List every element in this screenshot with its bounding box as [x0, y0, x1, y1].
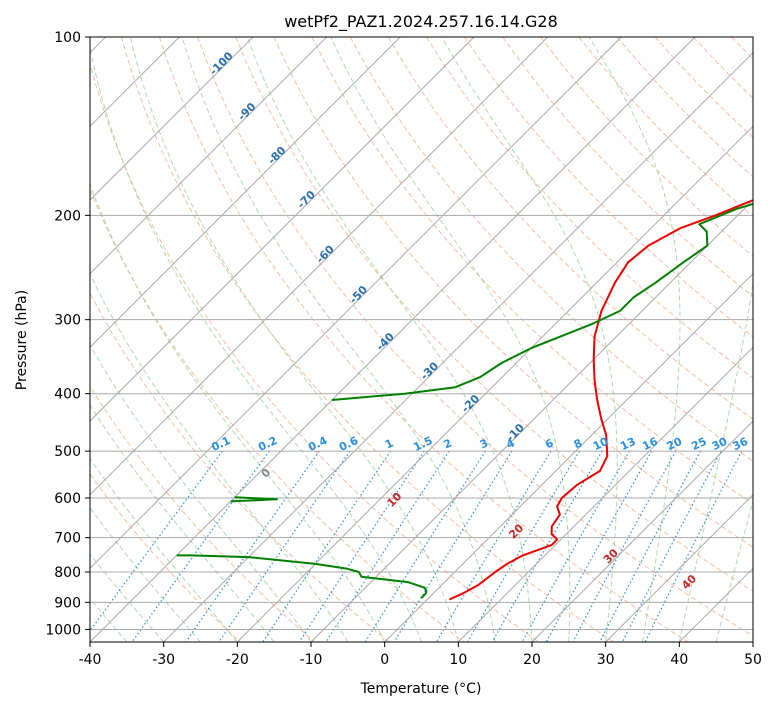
y-tick-label: 300: [54, 313, 81, 329]
dry-adiabat-line: [311, 37, 753, 505]
chart-title: wetPf2_PAZ1.2024.257.16.14.G28: [284, 12, 558, 32]
mixing-ratio-line: [90, 450, 223, 632]
y-tick-label: 900: [54, 595, 81, 611]
dry-adiabat-line: [349, 37, 753, 462]
x-axis-label: Temperature (°C): [360, 681, 482, 697]
dry-adiabat-line: [387, 37, 753, 420]
y-axis-label: Pressure (hPa): [14, 290, 30, 390]
x-tick-label: -10: [300, 652, 323, 668]
dewpoint-line: [230, 496, 278, 503]
mixing-ratio-line: [599, 450, 702, 642]
x-tick-label: 40: [670, 652, 688, 668]
isotherm-line: [531, 420, 753, 642]
dry-adiabat-line: [90, 385, 316, 642]
x-tick-label: 30: [597, 652, 615, 668]
isotherm-line: [90, 37, 696, 642]
isotherm-line: [236, 125, 753, 642]
mixing-ratio-label: 10: [591, 435, 611, 453]
y-tick-label: 100: [54, 30, 81, 46]
moist-adiabat-line: [715, 499, 753, 642]
moist-adiabat-line: [330, 37, 571, 642]
isotherm-line: [90, 37, 622, 570]
mixing-ratio-line: [572, 450, 677, 642]
mixing-ratio-line: [621, 450, 722, 642]
mixing-ratio-line: [185, 450, 320, 642]
dry-adiabat-line: [464, 37, 753, 338]
x-tick-label: -30: [152, 652, 175, 668]
isotherm-line: [605, 493, 753, 642]
dry-adiabat-line: [235, 37, 753, 592]
dry-adiabat-line: [90, 62, 540, 642]
mixing-ratio-line: [521, 450, 631, 642]
dry-adiabat-line: [273, 37, 753, 548]
x-tick-label: -20: [226, 652, 249, 668]
isotherm-line: [457, 346, 753, 642]
isotherm-line: [90, 37, 401, 349]
y-tick-label: 200: [54, 208, 81, 224]
mixing-ratio-label: 13: [618, 435, 637, 453]
y-tick-label: 400: [54, 387, 81, 403]
moist-adiabat-line: [90, 272, 349, 642]
plot-frame: [89, 36, 754, 643]
isotherm-line: [90, 37, 549, 496]
mixing-ratio-label: 25: [689, 435, 708, 453]
mixing-ratio-line: [218, 450, 351, 642]
mixing-ratio-line: [545, 450, 653, 642]
moist-adiabat-line: [441, 37, 618, 642]
dry-adiabat-line: [502, 37, 753, 298]
isotherm-line: [90, 37, 254, 201]
mixing-ratio-label: 20: [665, 435, 685, 453]
mixing-ratio-line: [491, 450, 603, 642]
data-series: [176, 199, 753, 601]
dry-adiabat-line: [90, 473, 241, 642]
x-tick-label: 10: [449, 652, 467, 668]
isotherm-line: [163, 51, 753, 642]
grid-lines: [90, 37, 753, 642]
y-tick-label: 600: [54, 491, 81, 507]
dry-adiabat-line: [90, 292, 390, 642]
x-axis: -40 -30 -20 -10 0 10 20 30 40 50: [79, 642, 762, 668]
moist-adiabat-line: [90, 457, 238, 642]
moist-adiabat-line: [678, 280, 753, 642]
y-tick-label: 800: [54, 565, 81, 581]
isotherm-line: [90, 37, 475, 422]
dry-adiabat-line: [159, 37, 689, 642]
moist-adiabat-line: [90, 182, 386, 642]
dewpoint-line: [176, 554, 428, 599]
x-tick-label: 0: [380, 652, 389, 668]
mixing-ratio-line: [298, 450, 425, 642]
temperature-line: [448, 199, 753, 601]
mixing-ratio-label: 36: [731, 435, 751, 453]
background-lines: [90, 37, 753, 642]
isotherm-line: [310, 199, 753, 642]
mixing-ratio-label: 30: [710, 435, 730, 453]
dewpoint-line: [331, 202, 753, 401]
x-tick-label: 50: [744, 652, 762, 668]
mixing-ratio-line: [644, 450, 743, 642]
moist-adiabat-line: [181, 37, 496, 642]
moist-adiabat-line: [588, 37, 681, 642]
y-tick-label: 500: [54, 444, 81, 460]
dry-adiabat-line: [425, 37, 753, 379]
mixing-ratio-label: 16: [640, 435, 660, 453]
moist-adiabat-line: [129, 37, 459, 642]
moist-adiabat-line: [90, 46, 422, 642]
dry-adiabat-line: [120, 37, 614, 642]
x-tick-label: 20: [523, 652, 541, 668]
moist-adiabat-line: [90, 404, 275, 642]
y-tick-label: 700: [54, 531, 81, 547]
isotherm-line: [90, 37, 328, 275]
moist-adiabat-line: [246, 37, 533, 642]
x-tick-label: -40: [79, 652, 102, 668]
y-axis: 100 200 300 400 500 600 700 800 900 1000: [45, 30, 90, 638]
y-tick-label: 1000: [45, 622, 81, 638]
isotherm-line: [384, 272, 753, 642]
